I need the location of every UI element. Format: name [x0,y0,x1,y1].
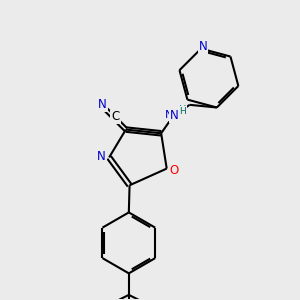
Text: H: H [179,105,186,115]
Text: C: C [111,110,120,124]
Text: N: N [199,40,207,53]
Text: O: O [169,164,179,177]
Text: N: N [98,98,107,111]
Text: H: H [179,107,186,116]
Text: NH: NH [165,110,182,120]
Text: N: N [170,109,179,122]
Text: N: N [97,150,106,163]
